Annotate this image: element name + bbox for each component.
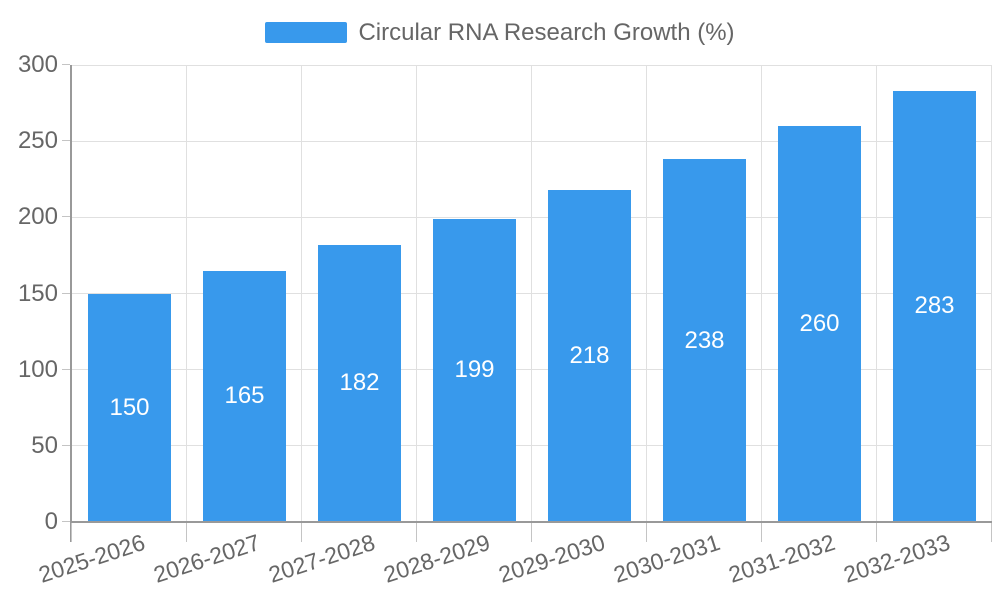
bar-value-label: 150	[109, 393, 150, 421]
x-gridline	[531, 65, 532, 522]
x-tick-mark	[531, 523, 532, 542]
bar-value-label: 283	[914, 292, 955, 320]
x-gridline	[186, 65, 187, 522]
x-axis-tick-label: 2030-2031	[609, 529, 723, 588]
bar-value-label: 260	[799, 309, 840, 337]
x-axis-line	[72, 521, 992, 523]
y-gridline	[72, 293, 992, 294]
y-axis-tick-label: 150	[17, 279, 58, 307]
y-gridline	[72, 216, 992, 218]
x-axis-tick-label: 2029-2030	[494, 529, 608, 588]
plot-area: 150 165 182 199 218 238 260 283	[72, 64, 992, 522]
y-tick-mark	[62, 444, 70, 446]
x-tick-mark	[301, 523, 302, 542]
legend[interactable]: Circular RNA Research Growth (%)	[0, 20, 1000, 45]
y-tick-mark	[62, 64, 70, 65]
legend-label: Circular RNA Research Growth (%)	[358, 19, 735, 46]
y-tick-mark	[62, 521, 70, 522]
x-tick-mark	[646, 523, 647, 542]
bar[interactable]: 150	[88, 293, 171, 522]
y-axis-tick-label: 100	[17, 355, 58, 383]
y-gridline	[72, 369, 992, 371]
x-axis-tick-label: 2031-2032	[724, 529, 838, 588]
x-gridline	[301, 65, 302, 522]
x-gridline	[646, 65, 647, 522]
bar-value-label: 199	[454, 356, 495, 384]
x-axis-tick-label: 2028-2029	[379, 529, 493, 588]
y-axis-tick-label: 300	[17, 51, 58, 78]
y-tick-mark	[62, 140, 70, 142]
legend-swatch	[265, 22, 348, 43]
y-gridline	[72, 64, 992, 66]
x-tick-mark	[761, 523, 762, 542]
bar[interactable]: 218	[548, 189, 631, 522]
x-axis-tick-label: 2032-2033	[839, 529, 953, 588]
bar[interactable]: 238	[663, 159, 746, 522]
x-axis-tick-label: 2026-2027	[149, 529, 263, 588]
y-tick-mark	[62, 216, 70, 218]
y-axis-tick-label: 200	[17, 203, 58, 231]
y-axis-tick-label: 50	[31, 431, 58, 459]
x-axis-tick-label: 2027-2028	[264, 529, 378, 588]
y-axis-tick-label: 250	[17, 127, 58, 155]
bar-value-label: 238	[684, 326, 725, 354]
x-gridline	[876, 65, 877, 522]
y-tick-mark	[62, 292, 70, 294]
x-tick-mark	[991, 523, 992, 542]
x-tick-mark	[876, 523, 877, 542]
y-gridline	[72, 140, 992, 142]
bar-value-label: 165	[224, 382, 265, 410]
x-gridline	[416, 65, 417, 522]
x-gridline	[761, 65, 762, 522]
x-tick-mark	[416, 523, 417, 542]
x-gridline	[991, 65, 992, 522]
x-axis-tick-label: 2025-2026	[34, 529, 148, 588]
y-axis-line	[70, 65, 72, 542]
bar[interactable]: 199	[433, 218, 516, 522]
bar-value-label: 218	[569, 341, 610, 369]
x-tick-mark	[186, 523, 187, 542]
y-gridline	[72, 445, 992, 447]
bar[interactable]: 283	[893, 90, 976, 522]
bar[interactable]: 260	[778, 125, 861, 522]
y-axis-tick-label: 0	[44, 508, 58, 535]
x-tick-mark	[71, 523, 72, 542]
bar[interactable]: 182	[318, 244, 401, 522]
bar-value-label: 182	[339, 369, 380, 397]
y-tick-mark	[62, 368, 70, 370]
bar[interactable]: 165	[203, 270, 286, 522]
